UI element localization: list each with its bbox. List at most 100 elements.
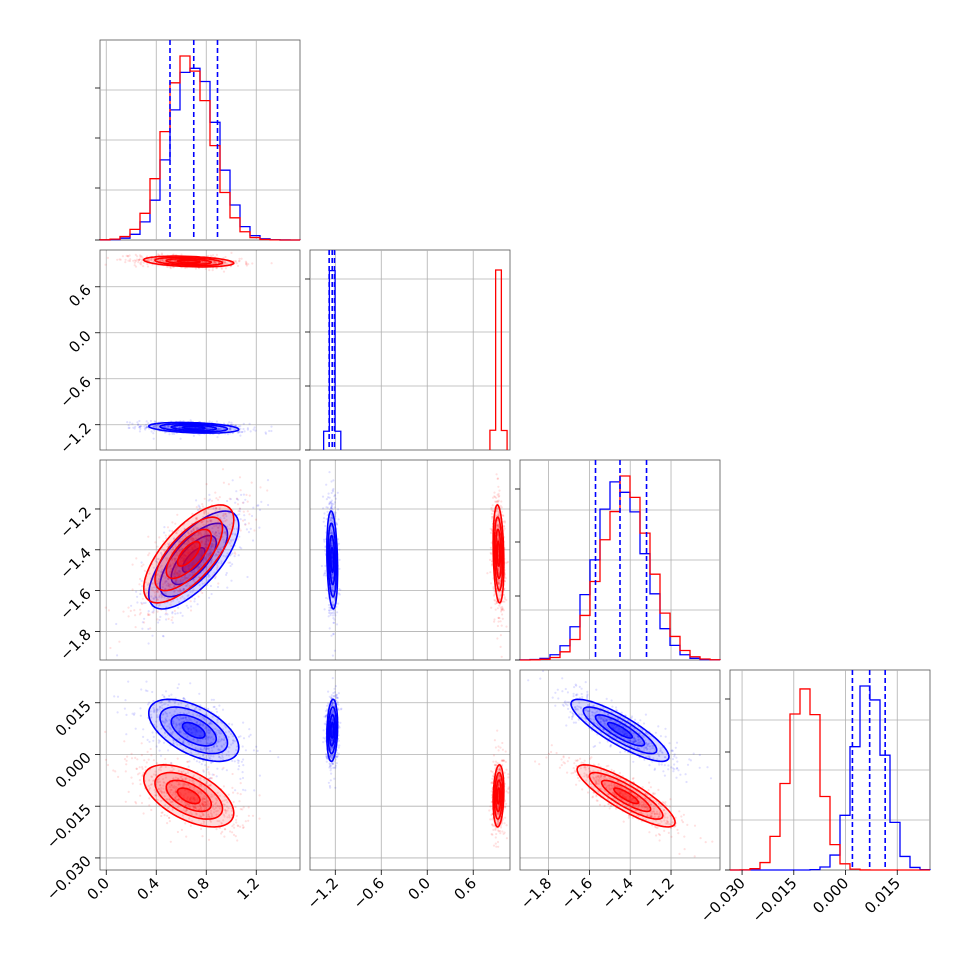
sample-point xyxy=(238,765,241,768)
sample-point xyxy=(214,534,218,537)
sample-point xyxy=(333,609,336,612)
sample-point xyxy=(135,767,138,770)
sample-point xyxy=(210,592,213,596)
sample-point xyxy=(184,804,187,807)
sample-point xyxy=(175,567,178,570)
sample-point xyxy=(159,754,163,757)
sample-point xyxy=(205,426,208,429)
sample-point xyxy=(222,422,225,425)
sample-point xyxy=(158,740,161,743)
sample-point xyxy=(180,726,183,730)
sample-point xyxy=(502,514,505,518)
sample-point xyxy=(190,724,193,728)
sample-point xyxy=(194,806,197,810)
sample-point xyxy=(217,748,220,751)
sample-point xyxy=(493,618,496,621)
sample-point xyxy=(183,577,186,580)
sample-point xyxy=(202,577,205,580)
sample-point xyxy=(191,536,194,540)
sample-point xyxy=(142,602,145,605)
sample-point xyxy=(153,591,156,594)
sample-point xyxy=(169,603,172,606)
sample-point xyxy=(199,562,202,565)
sample-point xyxy=(142,265,145,268)
sample-point xyxy=(329,518,332,521)
sample-point xyxy=(147,591,150,594)
sample-point xyxy=(324,524,327,528)
sample-point xyxy=(178,731,181,734)
sample-point xyxy=(163,732,166,735)
sample-point xyxy=(116,711,119,714)
sample-point xyxy=(184,534,187,537)
sample-point xyxy=(113,695,116,698)
sample-point xyxy=(239,424,242,428)
sample-point xyxy=(156,424,159,427)
sample-point xyxy=(207,537,210,540)
sample-point xyxy=(194,267,197,270)
sample-point xyxy=(127,255,130,258)
sample-point xyxy=(215,707,218,711)
sample-point xyxy=(201,803,204,806)
sample-point xyxy=(264,432,268,435)
sample-point xyxy=(141,597,144,600)
sample-point xyxy=(154,773,157,776)
sample-point xyxy=(190,530,193,533)
sample-point xyxy=(232,791,235,794)
sample-point xyxy=(186,718,189,722)
sample-point xyxy=(228,421,231,424)
sample-point xyxy=(133,427,136,430)
sample-point xyxy=(182,560,185,563)
sample-point xyxy=(502,600,505,603)
sample-point xyxy=(192,553,195,556)
sample-point xyxy=(155,425,158,428)
sample-point xyxy=(148,797,151,800)
sample-point xyxy=(193,547,196,550)
sample-point xyxy=(497,616,500,620)
sample-point xyxy=(241,501,244,504)
sample-point xyxy=(220,737,223,741)
sample-point xyxy=(173,565,176,568)
sample-point xyxy=(171,621,174,624)
sample-point xyxy=(192,528,195,531)
sample-point xyxy=(179,437,182,440)
sample-point xyxy=(223,517,226,520)
sample-point xyxy=(171,730,174,733)
sample-point xyxy=(145,680,148,683)
sample-point xyxy=(330,512,333,516)
sample-point xyxy=(501,617,504,620)
sample-point xyxy=(172,259,175,262)
sample-point xyxy=(217,427,220,430)
sample-point xyxy=(174,612,177,615)
sample-point xyxy=(178,561,181,564)
sample-point xyxy=(224,520,227,523)
sample-point xyxy=(204,267,207,270)
sample-point xyxy=(227,807,230,810)
sample-point xyxy=(197,531,200,535)
sample-point xyxy=(499,645,502,649)
sample-point xyxy=(252,749,255,752)
sample-point xyxy=(213,261,217,264)
sample-point xyxy=(147,612,150,615)
sample-point xyxy=(238,527,241,530)
sample-point xyxy=(217,582,220,585)
sample-point xyxy=(182,770,185,773)
sample-point xyxy=(178,549,181,552)
sample-point xyxy=(171,557,174,560)
sample-point xyxy=(491,496,495,499)
sample-point xyxy=(244,749,247,752)
sample-point xyxy=(192,539,195,542)
sample-point xyxy=(157,604,160,607)
sample-point xyxy=(167,617,170,621)
sample-point xyxy=(216,534,219,537)
sample-point xyxy=(176,830,179,834)
sample-point xyxy=(168,541,172,544)
sample-point xyxy=(168,699,171,702)
sample-point xyxy=(184,772,187,775)
sample-point xyxy=(208,536,211,539)
sample-point xyxy=(218,496,221,499)
sample-point xyxy=(166,597,169,600)
sample-point xyxy=(192,578,195,582)
sample-point xyxy=(240,257,243,260)
sample-point xyxy=(496,524,499,527)
sample-point xyxy=(146,594,149,597)
